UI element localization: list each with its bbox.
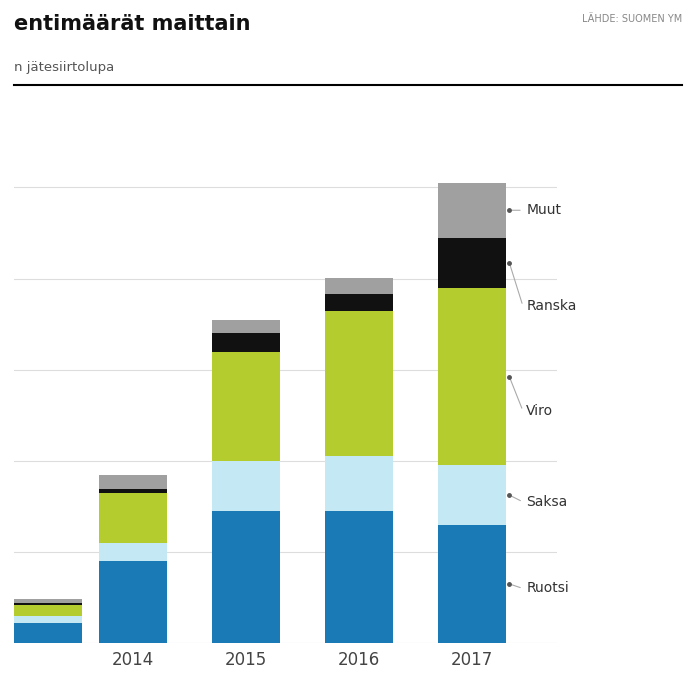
Text: LÄHDE: SUOMEN YM: LÄHDE: SUOMEN YM bbox=[582, 14, 682, 24]
Bar bbox=[212, 320, 280, 333]
Bar bbox=[325, 311, 393, 456]
Bar bbox=[212, 351, 280, 461]
Bar bbox=[99, 475, 166, 489]
Bar bbox=[99, 561, 166, 643]
Bar bbox=[212, 461, 280, 511]
Bar bbox=[99, 543, 166, 561]
Text: Viro: Viro bbox=[526, 403, 553, 418]
Bar bbox=[14, 623, 82, 643]
Bar bbox=[325, 278, 393, 294]
Bar bbox=[438, 525, 506, 643]
Bar bbox=[325, 511, 393, 643]
Bar bbox=[99, 493, 166, 543]
Text: n jätesiirtolupa: n jätesiirtolupa bbox=[14, 61, 114, 74]
Text: Ranska: Ranska bbox=[526, 299, 577, 313]
Bar bbox=[325, 456, 393, 511]
Bar bbox=[212, 511, 280, 643]
Text: entimäärät maittain: entimäärät maittain bbox=[14, 14, 251, 34]
Bar bbox=[212, 333, 280, 351]
Bar bbox=[325, 294, 393, 311]
Text: Muut: Muut bbox=[526, 203, 561, 217]
Text: Ruotsi: Ruotsi bbox=[526, 582, 569, 596]
Bar bbox=[14, 605, 82, 616]
Bar bbox=[14, 603, 82, 605]
Bar bbox=[438, 288, 506, 466]
Bar bbox=[438, 466, 506, 525]
Bar bbox=[14, 599, 82, 603]
Bar bbox=[438, 238, 506, 288]
Bar bbox=[99, 489, 166, 493]
Text: Saksa: Saksa bbox=[526, 495, 567, 509]
Bar bbox=[14, 616, 82, 623]
Bar bbox=[438, 183, 506, 238]
